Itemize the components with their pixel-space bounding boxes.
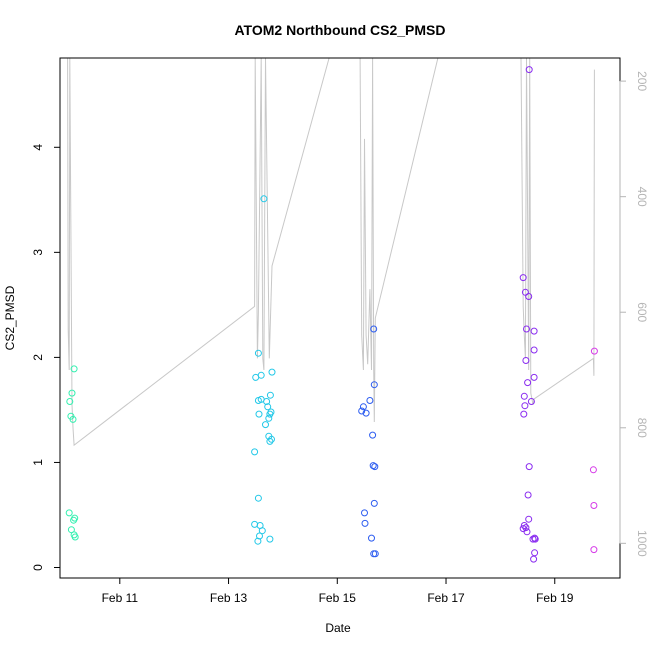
- scatter-point: [530, 555, 538, 563]
- scatter-point: [523, 528, 531, 536]
- scatter-point: [525, 515, 533, 523]
- scatter-point: [524, 379, 532, 387]
- scatter-point: [521, 402, 529, 410]
- scatter-point: [530, 373, 538, 381]
- x-tick-label: Feb 19: [536, 591, 574, 605]
- scatter-point: [370, 499, 378, 507]
- scatter-point: [371, 463, 379, 471]
- secondary-series-layer: [67, 58, 595, 447]
- plot-area: [59, 57, 621, 579]
- scatter-point: [69, 415, 77, 423]
- scatter-point: [251, 520, 259, 528]
- scatter-point: [251, 448, 259, 456]
- x-tick-label: Feb 11: [102, 591, 139, 605]
- plot-frame: [59, 57, 621, 579]
- scatter-point: [266, 437, 274, 445]
- scatter-point: [362, 409, 370, 417]
- scatter-point: [525, 66, 533, 74]
- scatter-point: [358, 407, 366, 415]
- scatter-point: [370, 381, 378, 389]
- y-axis-label: CS2_PMSD: [3, 285, 17, 350]
- x-tick-label: Feb 13: [210, 591, 248, 605]
- scatter-point: [266, 535, 274, 543]
- scatter-point: [522, 524, 530, 532]
- y2-tick-label: 200: [635, 71, 649, 91]
- scatter-point: [522, 357, 530, 364]
- scatter-point: [527, 398, 535, 405]
- scatter-point: [590, 546, 598, 554]
- scatter-point: [366, 397, 374, 404]
- y-tick-label: 1: [31, 459, 45, 466]
- scatter-point: [590, 347, 598, 355]
- scatter-point: [589, 466, 597, 474]
- scatter-point: [254, 537, 262, 545]
- scatter-point: [268, 368, 276, 376]
- scatter-point: [260, 195, 268, 203]
- y-tick-label: 0: [31, 564, 45, 571]
- scatter-point: [257, 371, 265, 379]
- scatter-point: [70, 365, 78, 373]
- scatter-point: [254, 494, 262, 502]
- scatter-point: [523, 325, 530, 333]
- x-tick-label: Feb 17: [427, 591, 465, 605]
- scatter-point: [525, 463, 533, 471]
- scatter-point: [370, 325, 378, 333]
- scatter-point: [267, 408, 275, 416]
- y2-tick-label: 800: [635, 418, 649, 438]
- y-tick-label: 3: [31, 249, 45, 256]
- scatter-point: [258, 527, 266, 535]
- scatter-point: [520, 392, 528, 400]
- scatter-point: [530, 346, 538, 354]
- scatter-point: [369, 431, 377, 439]
- secondary-series-line: [67, 58, 595, 447]
- y-tick-label: 4: [31, 144, 45, 151]
- scatter-point: [590, 502, 598, 509]
- scatter-point: [519, 274, 527, 282]
- y2-tick-label: 400: [635, 187, 649, 207]
- scatter-point: [529, 535, 537, 543]
- x-axis: Feb 11 Feb 13 Feb 15 Feb 17 Feb 19: [102, 577, 574, 605]
- scatter-point: [265, 414, 273, 422]
- scatter-point: [263, 398, 271, 405]
- scatter-point: [525, 293, 533, 300]
- scatter-point: [264, 403, 272, 411]
- scatter-point: [361, 509, 368, 517]
- scatter-point: [66, 398, 74, 405]
- scatter-point: [71, 533, 79, 541]
- scatter-point: [254, 349, 262, 357]
- scatter-point: [368, 534, 375, 542]
- scatter-point: [371, 550, 379, 558]
- scatter-point: [521, 288, 529, 296]
- scatter-point: [524, 491, 532, 499]
- scatter-point: [71, 514, 79, 522]
- scatter-points-layer: [65, 66, 598, 563]
- scatter-point: [520, 522, 528, 529]
- y2-tick-label: 1000: [635, 530, 649, 557]
- y-tick-label: 2: [31, 354, 45, 361]
- scatter-point: [255, 410, 263, 418]
- scatter-point: [361, 519, 369, 527]
- x-axis-label: Date: [325, 621, 351, 635]
- x-tick-label: Feb 15: [319, 591, 357, 605]
- scatter-point: [520, 410, 528, 418]
- y-axis-right: 200 400 600 800 1000: [619, 71, 649, 557]
- scatter-point: [531, 549, 539, 557]
- y-axis-left: 0 1 2 3 4: [31, 144, 61, 571]
- scatter-point: [268, 435, 275, 443]
- scatter-point: [530, 327, 538, 335]
- scatter-point: [369, 462, 377, 470]
- chart-title: ATOM2 Northbound CS2_PMSD: [234, 22, 445, 38]
- scatter-point: [65, 509, 73, 517]
- scatter-point: [68, 389, 76, 397]
- scatter-point: [531, 535, 539, 543]
- y2-tick-label: 600: [635, 302, 649, 322]
- scatter-point: [359, 403, 367, 411]
- scatter-point: [262, 421, 269, 429]
- scatter-point: [266, 391, 274, 399]
